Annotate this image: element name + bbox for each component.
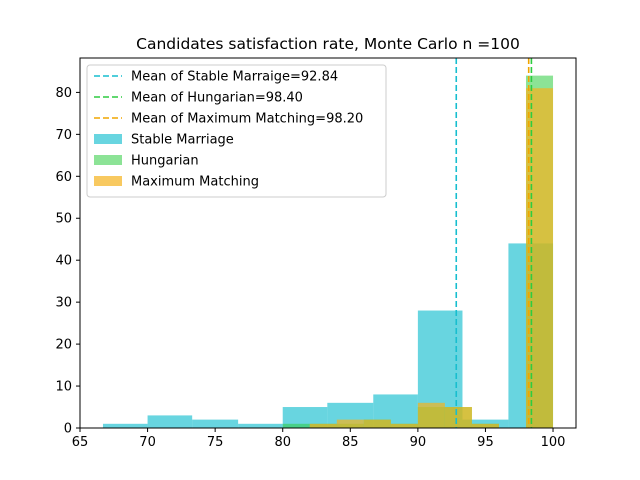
x-tick-label-2: 75 — [207, 435, 224, 450]
legend-label-1: Mean of Hungarian=98.40 — [131, 91, 303, 106]
x-tick-label-0: 65 — [72, 435, 89, 450]
y-tick-label-1: 10 — [55, 380, 72, 395]
bar-maximum-matching-1 — [336, 419, 364, 428]
bar-maximum-matching-4 — [417, 402, 445, 428]
y-tick-label-7: 70 — [55, 128, 72, 143]
mean-lines-layer — [455, 58, 533, 428]
y-tick-label-2: 20 — [55, 338, 72, 353]
y-tick-label-0: 0 — [64, 422, 72, 437]
x-tick-label-4: 85 — [342, 435, 359, 450]
bar-maximum-matching-0 — [309, 423, 337, 428]
plot-frame — [79, 57, 577, 429]
bar-hungarian-0 — [282, 423, 310, 428]
legend: Mean of Stable Marraige=92.84 Mean of Hun… — [86, 64, 387, 198]
axes-layer: 65 70 75 80 85 90 95 100 0 10 20 30 40 50 60 70 80 — [55, 57, 577, 450]
legend-swatch-4 — [94, 155, 122, 165]
bar-stable-marriage-2 — [192, 419, 239, 428]
y-tick-label-8: 80 — [55, 86, 72, 101]
bar-stable-marriage-4 — [282, 407, 328, 428]
x-tick-label-5: 90 — [410, 435, 427, 450]
x-tick-label-6: 95 — [477, 435, 494, 450]
legend-label-3: Stable Marriage — [131, 133, 234, 148]
x-tick-label-7: 100 — [541, 435, 566, 450]
legend-label-4: Hungarian — [131, 154, 199, 169]
legend-label-5: Maximum Matching — [131, 175, 259, 190]
legend-swatch-3 — [94, 134, 122, 144]
x-tick-label-3: 80 — [274, 435, 291, 450]
bars-layer — [102, 75, 554, 429]
bar-maximum-matching-6 — [471, 423, 499, 428]
bar-maximum-matching-5 — [444, 407, 472, 428]
bar-maximum-matching-3 — [390, 423, 418, 428]
y-tick-label-3: 30 — [55, 296, 72, 311]
y-tick-label-6: 60 — [55, 170, 72, 185]
bar-maximum-matching-8 — [525, 88, 554, 429]
legend-label-0: Mean of Stable Marraige=92.84 — [131, 70, 338, 85]
chart-title: Candidates satisfaction rate, Monte Carl… — [136, 35, 520, 53]
legend-frame — [86, 64, 387, 198]
bar-stable-marriage-0 — [102, 423, 148, 428]
bar-maximum-matching-2 — [363, 419, 391, 428]
bar-stable-marriage-1 — [147, 415, 193, 428]
y-tick-label-4: 40 — [55, 254, 72, 269]
bar-stable-marriage-3 — [238, 423, 283, 428]
legend-label-2: Mean of Maximum Matching=98.20 — [131, 112, 363, 127]
x-tick-label-1: 70 — [139, 435, 156, 450]
legend-swatch-5 — [94, 176, 122, 186]
y-tick-label-5: 50 — [55, 212, 72, 227]
